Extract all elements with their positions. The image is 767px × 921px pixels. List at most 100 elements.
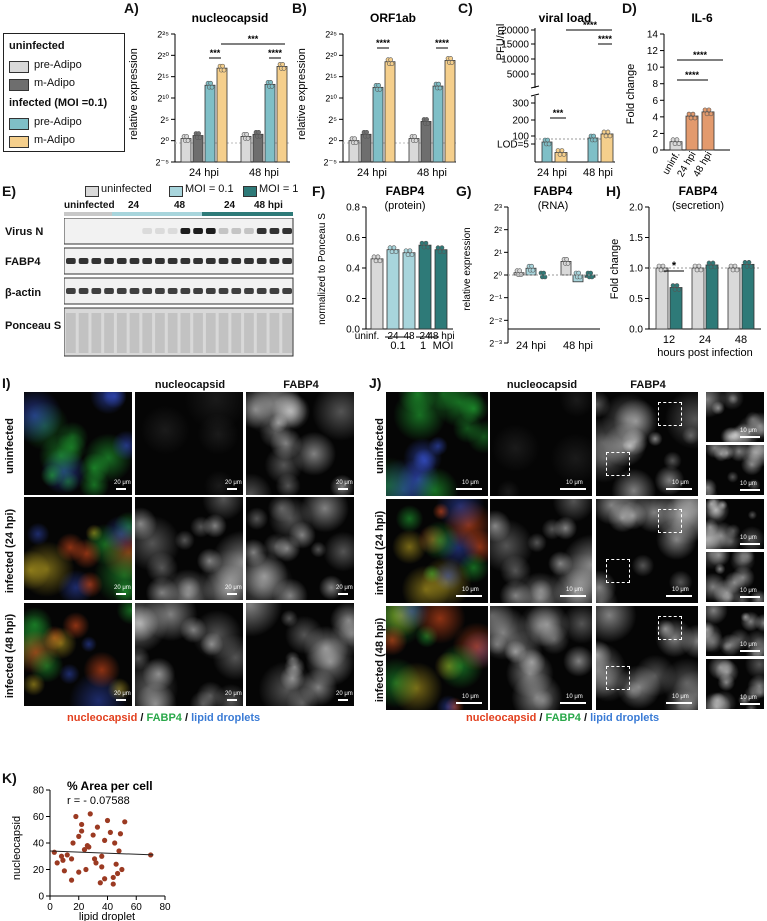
data-point — [734, 267, 740, 273]
group-label: 0.1 — [390, 340, 405, 352]
scale-bar-label: 20 μm — [336, 480, 353, 486]
data-point — [706, 260, 712, 266]
data-point — [660, 263, 666, 269]
band-ponceau — [142, 313, 153, 353]
band-actin — [180, 288, 191, 294]
data-point — [708, 264, 714, 270]
inset-region-box — [658, 616, 682, 640]
micrograph-j: 10 μm — [386, 606, 488, 710]
chart-k-ylabel: nucleocapsid — [11, 816, 23, 880]
band-virus-n — [193, 228, 203, 234]
data-point — [407, 248, 413, 254]
data-point — [405, 252, 411, 258]
band-fabp4 — [282, 258, 292, 264]
band-ponceau — [116, 313, 127, 353]
inset-region-box — [606, 666, 630, 690]
band-actin — [167, 288, 178, 294]
band-actin — [193, 288, 203, 294]
data-point — [561, 152, 567, 157]
data-point — [244, 132, 249, 137]
bar — [434, 249, 448, 330]
scatter-point — [81, 847, 88, 853]
panel-i-caption: nucleocapsid / FABP4 / lipid droplets — [67, 712, 260, 724]
micrograph-i: 20 μm — [135, 603, 243, 706]
scatter-point — [64, 852, 70, 858]
data-point — [245, 136, 251, 141]
chart-a-ylabel: relative expression — [128, 48, 140, 140]
data-point — [371, 254, 377, 260]
inset-region-box — [606, 559, 630, 583]
scatter-point — [97, 880, 103, 886]
micrograph-i: 20 μm — [135, 392, 243, 495]
chart-h-ylabel: Fold change — [609, 239, 621, 300]
panel-label-e: E) — [2, 183, 16, 199]
y-tick-label: 20000 — [501, 26, 529, 37]
lane-bar-moi1 — [202, 212, 293, 216]
band-actin — [104, 288, 114, 294]
blot-lane-24: 24 — [128, 200, 140, 211]
scatter-point — [113, 861, 119, 867]
band-actin — [231, 288, 242, 294]
data-point — [377, 258, 383, 264]
data-point — [746, 260, 752, 265]
caption-nucleocapsid: nucleocapsid — [67, 712, 138, 724]
x-tick-label: 20 — [73, 902, 85, 913]
caption-nucleocapsid: nucleocapsid — [466, 712, 537, 724]
y-tick-label: 2²⁰ — [157, 51, 169, 61]
data-point — [565, 261, 571, 266]
scale-bar — [666, 702, 692, 704]
scatter-point — [90, 832, 96, 838]
chart-c-title: viral load — [539, 12, 592, 25]
x-tick-label: 80 — [159, 902, 171, 913]
y-tick-label: 2⁻¹ — [489, 293, 502, 303]
bar — [402, 252, 416, 330]
micrograph-i: 20 μm — [24, 497, 132, 600]
panel-label-c: C) — [458, 0, 473, 16]
data-point — [704, 111, 710, 117]
band-fabp4 — [116, 258, 127, 264]
bar — [727, 267, 741, 330]
data-point — [256, 129, 261, 135]
y-tick-label: 2²⁰ — [325, 51, 337, 61]
bar — [204, 84, 216, 163]
scale-bar-label: 10 μm — [672, 480, 689, 486]
data-point — [448, 56, 453, 61]
bar — [276, 66, 288, 163]
scale-bar — [560, 595, 586, 597]
data-point — [268, 80, 273, 85]
scatter-point — [86, 844, 92, 850]
data-point — [208, 80, 213, 86]
data-point — [281, 66, 287, 71]
data-point — [712, 264, 718, 270]
data-point — [424, 117, 429, 122]
panel-label-b: B) — [292, 0, 307, 16]
legend-uninfected-title: uninfected — [9, 40, 65, 52]
scatter-point — [102, 876, 108, 882]
scale-bar — [227, 488, 237, 490]
data-point — [388, 57, 393, 63]
data-point — [439, 245, 445, 250]
blot-legend-swatch — [85, 186, 99, 197]
scale-bar-label: 10 μm — [672, 587, 689, 593]
x-tick: 24 hpi — [357, 167, 387, 179]
chart-f: FABP4 (protein) normalized to Ponceau S … — [317, 184, 455, 352]
chart-f-title: FABP4 — [386, 184, 425, 198]
scale-bar — [116, 488, 126, 490]
panel-i-row-24: infected (24 hpi) — [4, 508, 16, 594]
y-tick-label: 60 — [33, 812, 45, 823]
chart-b-title: ORF1ab — [370, 12, 416, 25]
data-point — [530, 267, 536, 273]
scatter-point — [54, 860, 60, 866]
scale-bar — [116, 699, 126, 701]
scatter-point — [83, 866, 89, 873]
chart-h: FABP4 (secretion) Fold change 2.0 1.5 1.0 0… — [609, 184, 761, 359]
panel-label-h: H) — [606, 183, 621, 199]
blot-legend: uninfected MOI = 0.1 MOI = 1 — [85, 183, 315, 199]
y-tick-label: 2⁻³ — [489, 339, 502, 349]
y-tick-label: 2⁰ — [328, 136, 337, 146]
y-tick-label: 0.0 — [346, 325, 360, 336]
bar — [685, 115, 699, 151]
data-point — [710, 260, 716, 266]
legend-swatch-m-uninf — [9, 79, 29, 91]
sig-mark: **** — [598, 34, 613, 44]
